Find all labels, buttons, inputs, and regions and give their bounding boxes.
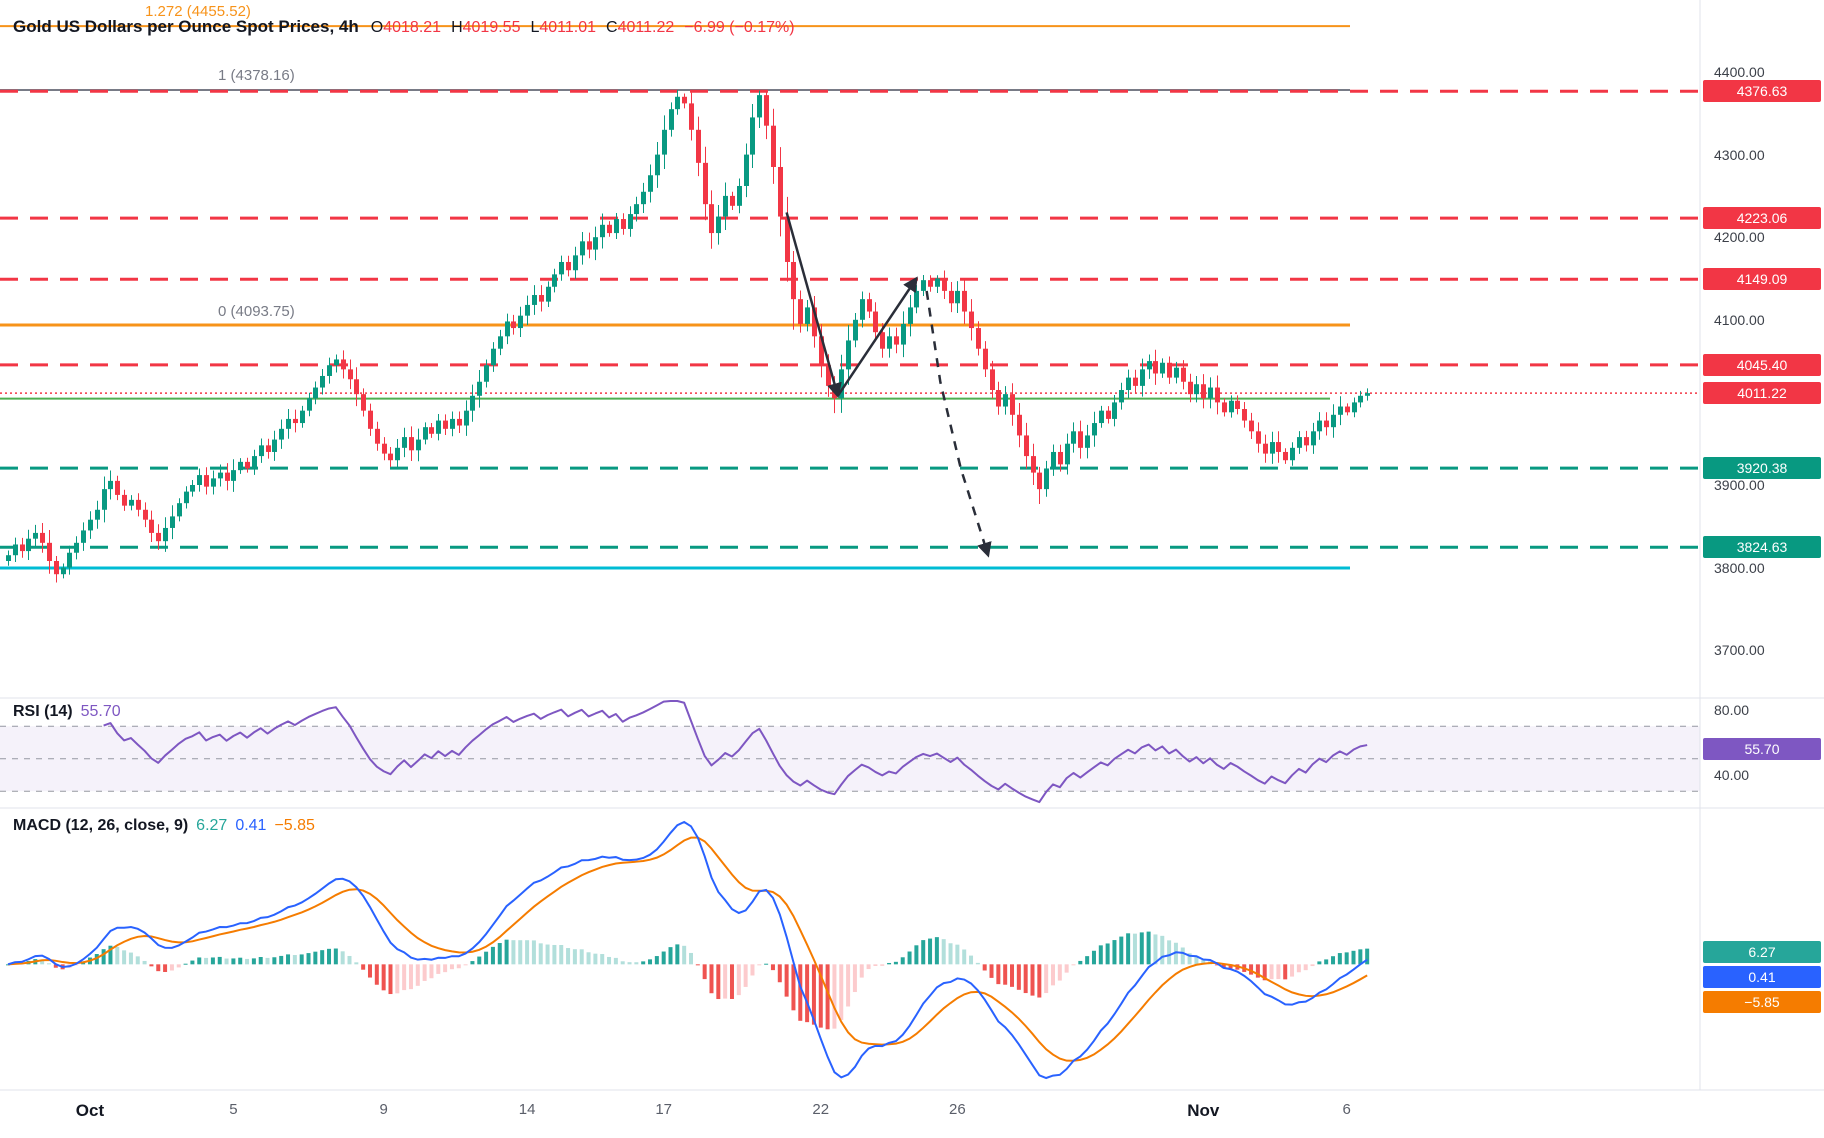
price-badge: 4011.22 [1703, 382, 1821, 405]
rsi-value: 55.70 [80, 703, 121, 720]
high-label: H [451, 19, 463, 36]
macd-hist-value: 6.27 [196, 817, 228, 834]
price-badge: 3824.63 [1703, 536, 1821, 559]
price-badge: 4045.40 [1703, 353, 1821, 376]
rsi-title[interactable]: RSI (14) [13, 703, 73, 720]
price-tick-label: 3700.00 [1714, 642, 1765, 659]
low-value: 4011.01 [539, 19, 597, 36]
time-axis-label[interactable]: 17 [655, 1101, 673, 1118]
pane-dividers [0, 0, 1824, 1091]
macd-line-value: 0.41 [235, 817, 267, 834]
price-tick-label: 4200.00 [1714, 229, 1765, 246]
time-axis-label[interactable]: 5 [229, 1101, 238, 1118]
price-tick-label: 4300.00 [1714, 146, 1765, 163]
open-value: 4018.21 [383, 19, 442, 36]
time-axis-label[interactable]: Nov [1187, 1101, 1220, 1120]
price-tick-label: 4100.00 [1714, 311, 1765, 328]
price-badge: 4149.09 [1703, 268, 1821, 291]
rsi-legend[interactable]: RSI (14) 55.70 [13, 703, 121, 721]
macd-value-badge: −5.85 [1703, 990, 1821, 1013]
drawn-arrows [785, 212, 992, 558]
time-axis-label[interactable]: 22 [812, 1101, 830, 1118]
rsi-band [0, 725, 1700, 792]
macd-value-badge: 0.41 [1703, 965, 1821, 988]
price-badge: 4223.06 [1703, 207, 1821, 230]
ohlc-readout: O4018.21 H4019.55 L4011.01 C4011.22 −6.99 (−… [371, 19, 795, 36]
time-axis-label[interactable]: 9 [379, 1101, 388, 1118]
chart-legend: Gold US Dollars per Ounce Spot Prices, 4… [13, 17, 795, 37]
macd-signal-value: −5.85 [274, 817, 315, 834]
rsi-axis-label: 80.00 [1714, 702, 1750, 718]
open-label: O [370, 19, 384, 36]
fib-extension-label: 1.272 (4455.52) [145, 3, 251, 20]
macd-value-badge: 6.27 [1703, 940, 1821, 963]
price-badge: 4376.63 [1703, 80, 1821, 103]
high-value: 4019.55 [462, 19, 521, 36]
fib-1-label: 1 (4378.16) [218, 67, 295, 84]
time-axis-label[interactable]: 6 [1342, 1101, 1351, 1118]
indicator-curves [6, 700, 1370, 1080]
price-tick-label: 4400.00 [1714, 64, 1765, 80]
price-levels [0, 25, 1700, 570]
change-value: −6.99 (−0.17%) [684, 19, 795, 36]
macd-title[interactable]: MACD (12, 26, close, 9) [13, 817, 189, 834]
price-tick-label: 3800.00 [1714, 559, 1765, 576]
fib-0-label: 0 (4093.75) [218, 303, 295, 320]
price-badge: 3920.38 [1703, 457, 1821, 480]
rsi-axis-label: 40.00 [1714, 767, 1750, 783]
close-label: C [606, 19, 618, 36]
time-axis-label[interactable]: 26 [949, 1101, 966, 1118]
time-axis-label[interactable]: 14 [518, 1101, 536, 1118]
macd-legend[interactable]: MACD (12, 26, close, 9) 6.27 0.41 −5.85 [13, 817, 315, 835]
rsi-value-badge: 55.70 [1703, 738, 1821, 761]
candles-layer[interactable] [6, 90, 1370, 583]
time-axis-label[interactable]: Oct [75, 1101, 105, 1120]
symbol-title[interactable]: Gold US Dollars per Ounce Spot Prices, 4… [13, 17, 359, 36]
low-label: L [530, 19, 540, 36]
close-value: 4011.22 [617, 19, 675, 36]
price-tick-label: 3900.00 [1714, 477, 1765, 493]
